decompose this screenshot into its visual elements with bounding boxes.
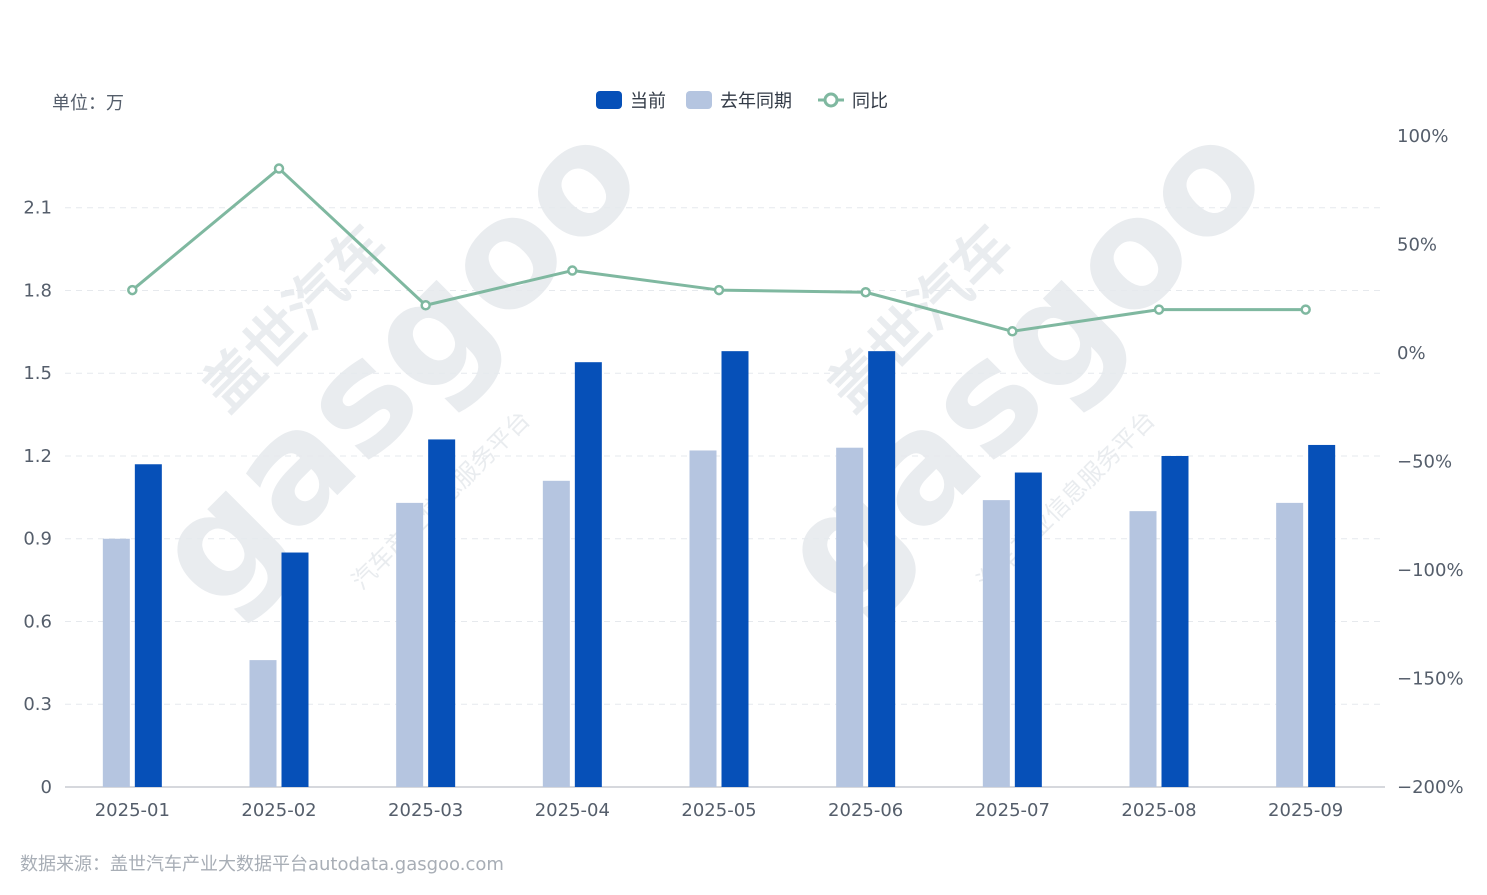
legend-label-yoy: 同比 xyxy=(852,91,888,112)
y-right-tick-label: −100% xyxy=(1397,560,1464,581)
legend-label-last-year: 去年同期 xyxy=(720,91,792,112)
bar-layer xyxy=(102,351,1336,787)
yoy-point[interactable] xyxy=(1300,304,1311,315)
yoy-point[interactable] xyxy=(420,300,431,311)
x-tick-label: 2025-05 xyxy=(681,800,756,821)
bar-last-year[interactable] xyxy=(689,450,717,787)
yoy-line-layer xyxy=(127,163,1311,337)
legend-item-current[interactable]: 当前 xyxy=(596,91,666,112)
bar-current[interactable] xyxy=(428,439,456,787)
x-tick-label: 2025-04 xyxy=(535,800,610,821)
legend-swatch-yoy-marker xyxy=(823,92,839,108)
y-left-tick-label: 1.8 xyxy=(23,280,52,301)
y-axis-left: 0 0.3 0.6 0.9 1.2 1.5 1.8 2.1 xyxy=(23,198,52,798)
bar-current[interactable] xyxy=(134,464,162,787)
y-left-tick-label: 1.2 xyxy=(23,446,52,467)
bar-last-year[interactable] xyxy=(836,447,864,787)
x-axis: 2025-01 2025-02 2025-03 2025-04 2025-05 2025-… xyxy=(95,800,1344,821)
y-right-tick-label: 50% xyxy=(1397,235,1437,256)
yoy-point[interactable] xyxy=(860,286,871,298)
legend: 当前 去年同期 同比 xyxy=(596,91,888,112)
bar-last-year[interactable] xyxy=(396,502,424,787)
y-axis-right: 100% 50% 0% −50% −100% −150% −200% xyxy=(1397,126,1464,798)
x-tick-label: 2025-06 xyxy=(828,800,903,821)
x-tick-label: 2025-09 xyxy=(1268,800,1343,821)
bar-current[interactable] xyxy=(868,351,896,787)
bar-current[interactable] xyxy=(1014,472,1042,787)
legend-swatch-current xyxy=(596,91,622,109)
unit-label: 单位：万 xyxy=(52,93,124,114)
x-tick-label: 2025-03 xyxy=(388,800,463,821)
y-right-tick-label: −200% xyxy=(1397,777,1464,798)
x-tick-label: 2025-01 xyxy=(95,800,170,821)
y-left-tick-label: 0.9 xyxy=(23,529,52,550)
bar-last-year[interactable] xyxy=(1276,502,1304,787)
legend-label-current: 当前 xyxy=(630,91,666,112)
bar-current[interactable] xyxy=(574,362,602,787)
yoy-point[interactable] xyxy=(127,284,138,296)
y-left-tick-label: 1.5 xyxy=(23,363,52,384)
yoy-point[interactable] xyxy=(1007,326,1018,337)
bar-current[interactable] xyxy=(1308,444,1336,787)
legend-item-last-year[interactable]: 去年同期 xyxy=(686,91,792,112)
source-text: 数据来源：盖世汽车产业大数据平台autodata.gasgoo.com xyxy=(20,854,504,875)
bar-last-year[interactable] xyxy=(249,660,277,787)
yoy-point[interactable] xyxy=(1153,304,1165,315)
y-right-tick-label: 0% xyxy=(1397,343,1426,364)
bar-current[interactable] xyxy=(281,552,309,787)
bar-last-year[interactable] xyxy=(102,538,130,787)
bar-current[interactable] xyxy=(721,351,749,787)
y-right-tick-label: −50% xyxy=(1397,452,1452,473)
x-tick-label: 2025-08 xyxy=(1121,800,1196,821)
bar-current[interactable] xyxy=(1161,455,1189,787)
y-right-tick-label: −150% xyxy=(1397,669,1464,690)
y-left-tick-label: 2.1 xyxy=(23,198,52,219)
yoy-point[interactable] xyxy=(567,265,578,276)
y-left-tick-label: 0 xyxy=(41,777,52,798)
bar-last-year[interactable] xyxy=(1129,511,1157,787)
y-right-tick-label: 100% xyxy=(1397,126,1448,147)
bar-last-year[interactable] xyxy=(542,480,570,787)
y-left-tick-label: 0.6 xyxy=(23,611,52,632)
yoy-point[interactable] xyxy=(713,284,725,296)
x-tick-label: 2025-02 xyxy=(241,800,316,821)
legend-swatch-last-year xyxy=(686,91,712,109)
legend-item-yoy[interactable]: 同比 xyxy=(818,91,888,112)
yoy-point[interactable] xyxy=(273,163,285,174)
x-tick-label: 2025-07 xyxy=(975,800,1050,821)
y-left-tick-label: 0.3 xyxy=(23,694,52,715)
bar-last-year[interactable] xyxy=(982,500,1010,787)
